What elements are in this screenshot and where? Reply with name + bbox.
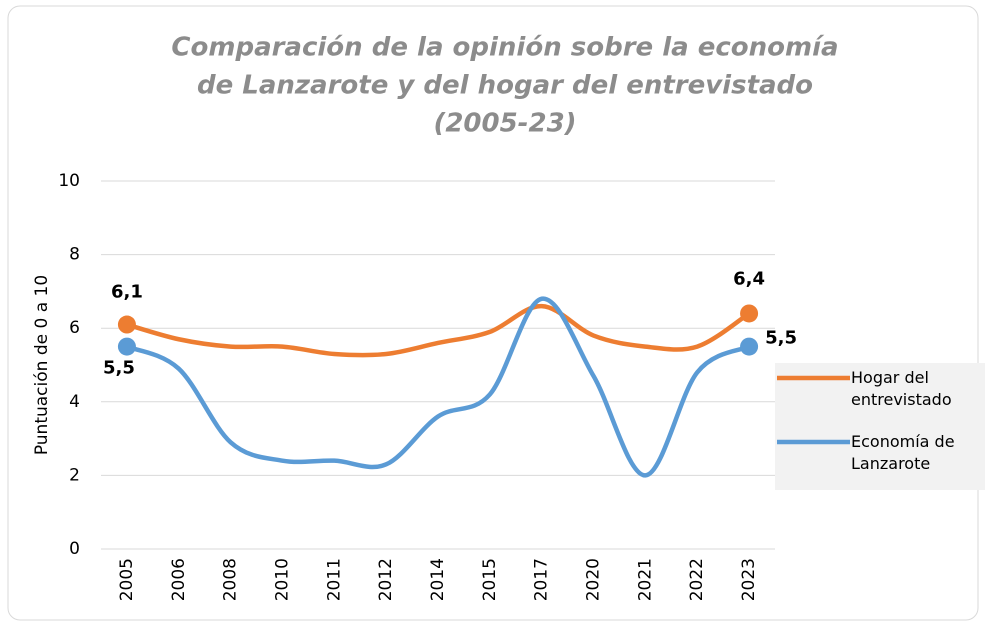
x-tick-label: 2015 <box>480 558 500 601</box>
y-tick-label: 10 <box>58 171 80 191</box>
y-tick-label: 4 <box>69 392 80 412</box>
x-tick-label: 2023 <box>739 558 759 601</box>
x-tick-label: 2005 <box>117 558 137 601</box>
x-tick-label: 2020 <box>584 558 604 601</box>
chart-title: (2005-23) <box>433 109 576 139</box>
legend-label: Hogar del entrevistado <box>851 368 952 409</box>
data-label: 6,1 <box>111 282 143 303</box>
point <box>740 337 759 356</box>
legend <box>775 363 985 490</box>
chart-title: de Lanzarote y del hogar del entrevistad… <box>197 71 813 101</box>
x-tick-label: 2022 <box>687 558 707 601</box>
legend-label: Economía de Lanzarote <box>851 432 955 473</box>
x-tick-label: 2008 <box>221 558 241 601</box>
point <box>117 315 136 334</box>
x-tick-label: 2006 <box>169 558 189 601</box>
point <box>740 304 759 323</box>
x-tick-label: 2010 <box>272 558 292 601</box>
data-label: 5,5 <box>103 358 135 379</box>
y-tick-label: 2 <box>69 465 80 485</box>
y-tick-label: 8 <box>69 245 80 265</box>
x-tick-label: 2011 <box>324 558 344 601</box>
x-tick-label: 2021 <box>635 558 655 601</box>
line <box>124 296 752 478</box>
data-label: 5,5 <box>765 328 797 349</box>
point <box>117 337 136 356</box>
chart-title: Comparación de la opinión sobre la econo… <box>171 33 838 63</box>
y-tick-label: 6 <box>69 318 80 338</box>
x-tick-label: 2012 <box>376 558 396 601</box>
x-tick-label: 2017 <box>532 558 552 601</box>
x-tick-label: 2014 <box>428 558 448 601</box>
y-tick-label: 0 <box>69 539 80 559</box>
y-axis-label: Puntuación de 0 a 10 <box>32 275 52 455</box>
data-label: 6,4 <box>733 268 765 289</box>
chart-border <box>7 5 979 621</box>
line <box>124 303 752 358</box>
